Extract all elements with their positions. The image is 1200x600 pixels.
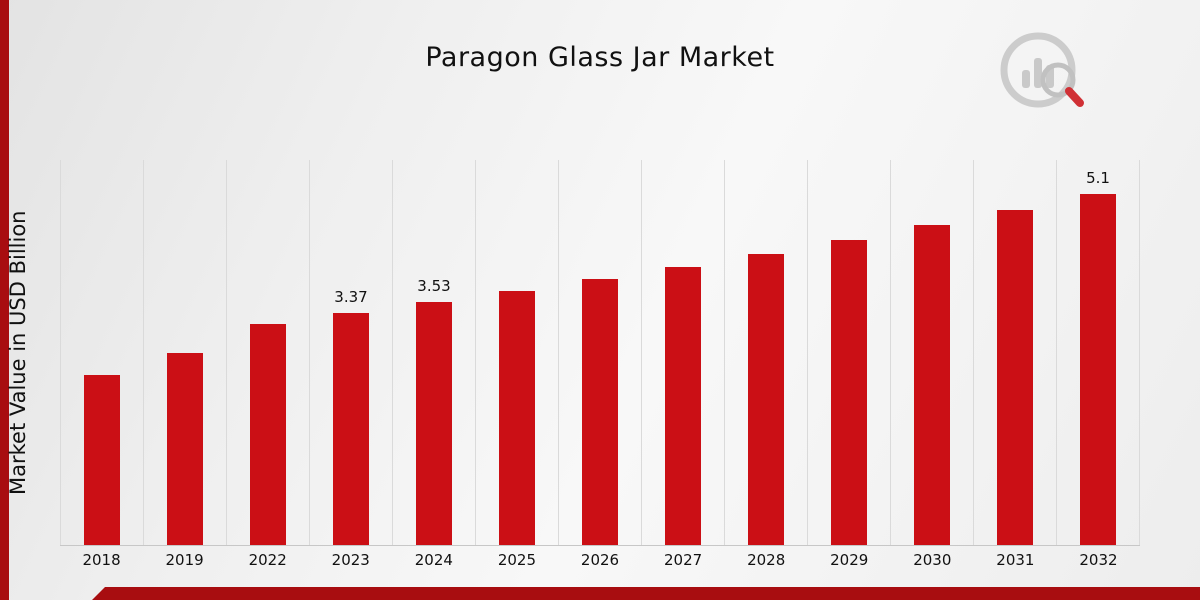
left-red-stripe: [0, 0, 9, 600]
bar-2026: [582, 278, 618, 545]
bar-value-label-2023: 3.37: [334, 288, 368, 307]
bar-2024: [416, 302, 452, 545]
x-tick-label-2025: 2025: [497, 551, 537, 569]
chart-slot-2029: [807, 160, 890, 545]
x-tick-label-2022: 2022: [248, 551, 287, 569]
bar-2025: [499, 290, 535, 545]
x-tick-label-2031: 2031: [996, 551, 1035, 569]
x-tick-label-2027: 2027: [663, 551, 703, 569]
bar-2031: [997, 210, 1033, 545]
bar-2027: [665, 266, 701, 545]
chart-slot-2025: [475, 160, 558, 545]
bottom-red-band: [92, 587, 1200, 600]
chart-slot-2023: 3.37: [309, 160, 392, 545]
x-tick-label-2032: 2032: [1079, 551, 1118, 569]
x-tick-label-2030: 2030: [913, 551, 952, 569]
mrfr-logo-icon: [1000, 32, 1084, 108]
y-axis-label: Market Value in USD Billion: [6, 210, 30, 496]
chart-slot-2031: [973, 160, 1056, 545]
x-tick-label-2026: 2026: [580, 551, 620, 569]
chart-slot-2032: 5.1: [1056, 160, 1140, 545]
chart-slot-2022: [226, 160, 309, 545]
bar-2023: [333, 313, 369, 545]
x-tick-label-2028: 2028: [747, 551, 786, 569]
bar-2032: [1080, 194, 1116, 545]
x-tick-label-2023: 2023: [331, 551, 370, 569]
chart-slot-2026: [558, 160, 641, 545]
x-tick-label-2019: 2019: [165, 551, 204, 569]
chart-slot-2028: [724, 160, 807, 545]
bar-2028: [748, 253, 784, 545]
x-tick-label-2029: 2029: [830, 551, 869, 569]
x-tick-label-2018: 2018: [82, 551, 121, 569]
chart-slot-2030: [890, 160, 973, 545]
bar-2022: [250, 323, 286, 545]
bar-2030: [914, 225, 950, 545]
bar-2029: [831, 239, 867, 545]
bar-value-label-2024: 3.53: [417, 277, 451, 296]
chart-slot-2027: [641, 160, 724, 545]
plot-area: 3.37 3.53 5.1: [60, 160, 1140, 546]
bar-value-label-2032: 5.1: [1086, 169, 1110, 188]
x-axis-labels: 2018 2019 2022 2023 2024 2025 2026 2027 2028 2029…: [60, 551, 1140, 569]
bar-2019: [167, 352, 203, 545]
chart-slot-2019: [143, 160, 226, 545]
bar-2018: [84, 375, 120, 545]
chart-slot-2024: 3.53: [392, 160, 475, 545]
chart-title: Paragon Glass Jar Market: [425, 42, 775, 73]
x-tick-label-2024: 2024: [414, 551, 453, 569]
chart-slot-2018: [60, 160, 143, 545]
